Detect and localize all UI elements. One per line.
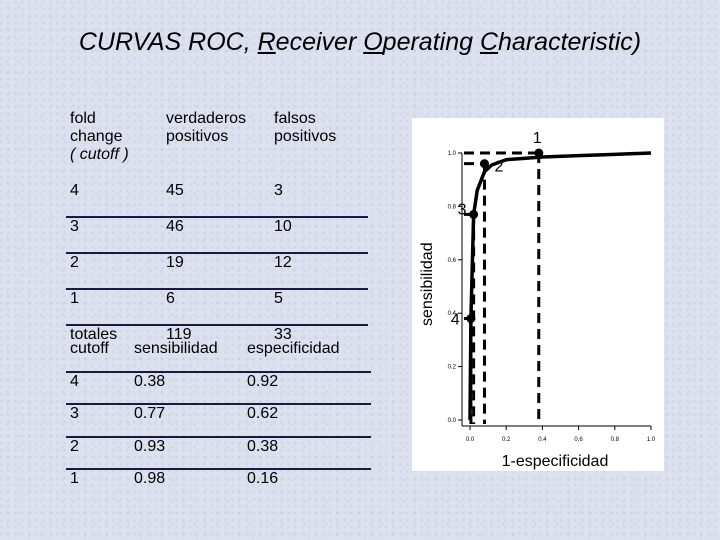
- table-cell: 3: [274, 182, 283, 199]
- table-cell: 0.38: [134, 372, 166, 390]
- table-cell: 1: [70, 290, 79, 307]
- table-row: 4 45 3: [66, 182, 368, 217]
- title-letter-c: C: [479, 28, 499, 56]
- title-part: eceiver: [275, 28, 364, 56]
- table-cell: 45: [166, 182, 184, 199]
- table-cell: 19: [166, 254, 184, 271]
- table-row: 1 0.98 0.16: [66, 469, 371, 501]
- table-cell: 46: [166, 218, 184, 235]
- y-axis-label: sensibilidad: [419, 242, 436, 326]
- header-line: ( cutoff ): [70, 146, 129, 163]
- table-cell: 0.16: [247, 470, 279, 487]
- header-true-positives: verdaderos positivos: [162, 110, 270, 182]
- table-cell: 0.92: [247, 372, 279, 390]
- header-fold-change: fold change ( cutoff ): [66, 110, 162, 182]
- table-cell: 0.38: [247, 437, 279, 455]
- header-cutoff: cutoff: [70, 340, 109, 357]
- header-specificity: especificidad: [247, 340, 340, 357]
- header-sensitivity: sensibilidad: [134, 340, 218, 357]
- table-cell: 0.93: [134, 437, 166, 455]
- x-axis-label: 1-especificidad: [501, 453, 609, 470]
- header-line: fold: [70, 110, 96, 127]
- table-row: 3 0.77 0.62: [66, 404, 371, 437]
- table-cell: 12: [274, 254, 292, 271]
- header-line: falsos: [274, 110, 316, 127]
- table-cell: 0.98: [134, 470, 166, 487]
- slide-title: CURVAS ROC, Receiver Operating Character…: [0, 28, 720, 57]
- title-letter-r: R: [257, 28, 276, 56]
- table-row-totals: totales 119 33: [66, 325, 368, 360]
- title-part: CURVAS ROC,: [78, 28, 258, 56]
- table-cell: 0.77: [134, 405, 166, 422]
- title-letter-o: O: [363, 28, 383, 56]
- title-part: perating: [382, 28, 480, 56]
- table-cell: 5: [274, 290, 283, 307]
- table-row: 2 0.93 0.38: [66, 437, 371, 469]
- table-cell: 4: [70, 372, 79, 390]
- table-row: 1 6 5: [66, 289, 368, 325]
- sensitivity-table: cutoff sensibilidad especificidad 4 0.38…: [66, 340, 371, 501]
- table-cell: 3: [70, 218, 79, 235]
- counts-table: fold change ( cutoff ) verdaderos positi…: [66, 110, 368, 360]
- sensitivity-table-header: cutoff sensibilidad especificidad: [66, 340, 371, 372]
- table-cell: 119: [166, 326, 192, 343]
- table-cell: 4: [70, 182, 79, 199]
- table-row: 3 46 10: [66, 217, 368, 253]
- table-cell: totales: [70, 326, 118, 343]
- table-cell: 0.62: [247, 405, 279, 422]
- table-cell: 3: [70, 405, 79, 422]
- title-part: haracteristic): [498, 28, 642, 56]
- header-line: change: [70, 128, 123, 145]
- table-cell: 1: [70, 470, 79, 487]
- header-line: positivos: [274, 128, 337, 145]
- counts-table-header: fold change ( cutoff ) verdaderos positi…: [66, 110, 368, 182]
- header-line: verdaderos: [166, 110, 247, 127]
- table-row: 4 0.38 0.92: [66, 372, 371, 404]
- roc-chart-panel: [412, 118, 664, 471]
- table-cell: 2: [70, 254, 79, 271]
- header-false-positives: falsos positivos: [270, 110, 368, 182]
- table-cell: 33: [274, 326, 292, 343]
- table-row: 2 19 12: [66, 253, 368, 289]
- table-cell: 2: [70, 437, 79, 455]
- table-cell: 10: [274, 218, 292, 235]
- header-line: positivos: [166, 128, 229, 145]
- table-cell: 6: [166, 290, 175, 307]
